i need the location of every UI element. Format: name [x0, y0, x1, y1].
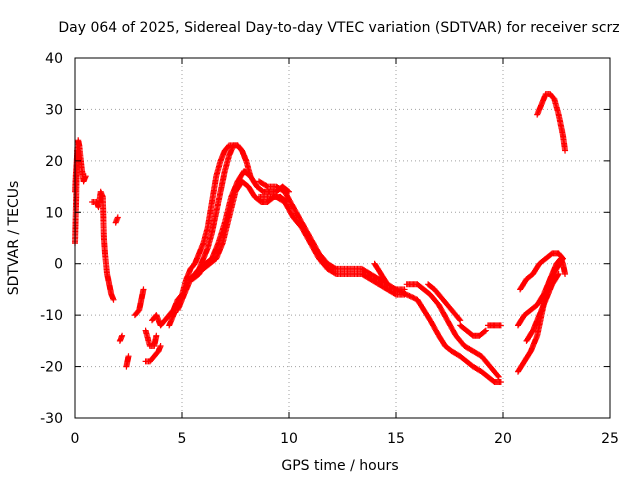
series-trace-p	[256, 193, 408, 298]
data-point-markers	[174, 142, 254, 313]
series-trace-q	[371, 260, 391, 288]
data-point-markers	[142, 327, 160, 349]
y-tick-label: 30	[45, 102, 63, 118]
data-point-markers	[534, 91, 569, 154]
data-point-markers	[123, 353, 132, 370]
data-point-markers	[425, 281, 464, 324]
x-tick-label: 5	[178, 431, 187, 447]
grid	[75, 58, 610, 418]
data-point-markers	[457, 322, 489, 339]
series-trace-i	[142, 327, 160, 349]
series-trace-d	[112, 214, 121, 226]
y-axis-label: SDTVAR / TECUs	[6, 181, 22, 296]
series-trace-f	[123, 353, 132, 370]
series-trace-c	[89, 188, 117, 303]
series-trace-x	[515, 255, 566, 329]
data-point-markers	[131, 286, 147, 319]
data-point-markers	[523, 271, 562, 344]
series-trace-v	[485, 322, 504, 329]
series-trace-t	[425, 281, 464, 324]
x-tick-label: 20	[494, 431, 512, 447]
data-point-markers	[393, 286, 504, 385]
chart-title: Day 064 of 2025, Sidereal Day-to-day VTE…	[58, 20, 619, 36]
series-trace-e	[116, 332, 126, 344]
plot-frame	[74, 57, 611, 419]
series-trace-z	[523, 271, 562, 344]
series-trace-h	[142, 343, 164, 365]
series-trace-aa	[534, 91, 569, 154]
x-tick-label: 10	[280, 431, 298, 447]
series-trace-r	[393, 286, 504, 385]
data-marks	[72, 91, 569, 385]
data-point-markers	[116, 332, 126, 344]
x-tick-label: 25	[601, 431, 619, 447]
x-tick-label: 15	[387, 431, 405, 447]
data-point-markers	[256, 193, 408, 298]
data-point-markers	[89, 188, 117, 303]
y-tick-label: 10	[45, 205, 63, 221]
series-trace-y	[517, 250, 566, 293]
data-point-markers	[517, 250, 566, 293]
x-axis: 0 5 10 15 20 25	[71, 58, 619, 447]
y-tick-label: 20	[45, 154, 63, 170]
data-point-markers	[112, 214, 121, 226]
data-point-markers	[515, 255, 566, 329]
data-point-markers	[485, 322, 504, 329]
y-axis: -30 -20 -10 0 10 20 30 40	[40, 51, 610, 427]
data-point-markers	[371, 260, 391, 288]
x-axis-label: GPS time / hours	[281, 458, 398, 474]
y-tick-label: 0	[54, 257, 63, 273]
y-tick-label: -20	[40, 360, 63, 376]
data-point-markers	[142, 343, 164, 365]
y-tick-label: 40	[45, 51, 63, 67]
series-trace-u	[457, 322, 489, 339]
series-trace-l	[174, 142, 254, 313]
y-tick-label: -30	[40, 411, 63, 427]
series-trace-g	[131, 286, 147, 319]
y-tick-label: -10	[40, 308, 63, 324]
data-point-markers	[403, 281, 502, 380]
series-trace-s	[403, 281, 502, 380]
x-tick-label: 0	[71, 431, 80, 447]
